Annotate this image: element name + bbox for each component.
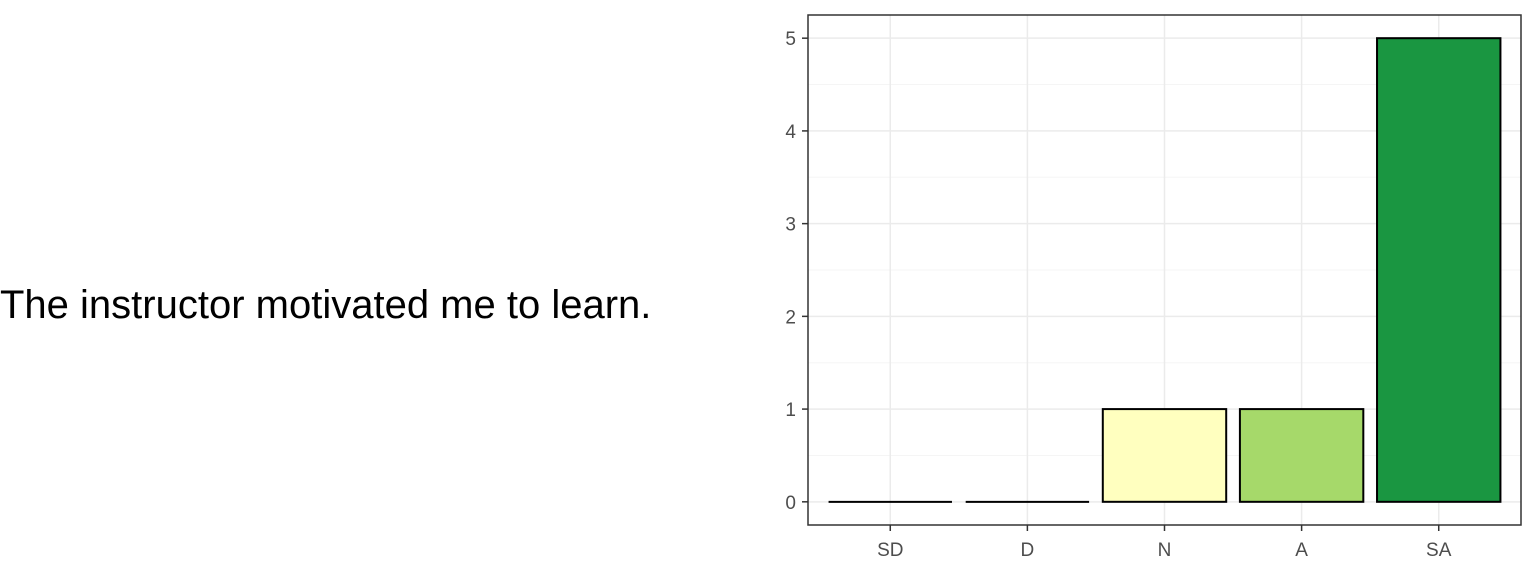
- x-tick-label: A: [1295, 540, 1308, 561]
- x-tick-label: SA: [1426, 540, 1452, 561]
- bar-a: [1238, 408, 1365, 503]
- y-tick-label: 2: [785, 307, 796, 328]
- y-tick-label: 0: [785, 493, 796, 514]
- bars: [828, 37, 1502, 503]
- bar-sa: [1376, 37, 1502, 503]
- bar-n: [1101, 408, 1228, 503]
- y-tick-label: 4: [785, 122, 796, 143]
- y-tick-label: 5: [785, 29, 796, 50]
- x-axis: SD D N A SA: [877, 525, 1452, 561]
- x-tick-label: N: [1158, 540, 1172, 561]
- question-text: The instructor motivated me to learn.: [0, 283, 652, 327]
- x-tick-label: SD: [877, 540, 903, 561]
- y-tick-label: 3: [785, 215, 796, 236]
- x-tick-label: D: [1021, 540, 1035, 561]
- y-tick-label: 1: [785, 400, 796, 421]
- y-axis: 0 1 2 3 4 5: [785, 29, 808, 514]
